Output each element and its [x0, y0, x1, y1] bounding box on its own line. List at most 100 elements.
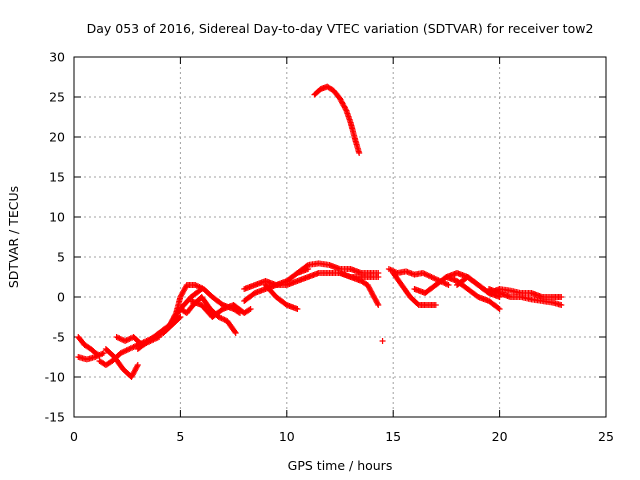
data-points [75, 83, 565, 380]
data-point [92, 350, 107, 360]
x-tick-label: 20 [492, 429, 508, 444]
data-point [198, 302, 215, 319]
data-point [368, 290, 382, 308]
series-arc-17 [390, 270, 439, 308]
grid [74, 57, 606, 417]
series-arc-7 [166, 282, 243, 328]
data-point [517, 294, 533, 303]
data-point [324, 83, 336, 93]
data-point [420, 270, 434, 280]
data-point [364, 282, 375, 295]
data-point [224, 318, 239, 336]
y-axis-label: SDTVAR / TECUs [6, 186, 21, 288]
data-point [390, 270, 404, 287]
data-point [75, 334, 87, 347]
data-point [464, 274, 481, 288]
series-arc-15 [311, 83, 363, 156]
data-point [88, 346, 98, 355]
x-tick-label: 10 [279, 429, 295, 444]
data-point [486, 290, 503, 300]
series-arc-10 [241, 270, 382, 304]
data-point [358, 278, 370, 288]
x-tick-label: 25 [598, 429, 614, 444]
data-point [145, 330, 161, 344]
series-arc-2 [75, 350, 107, 363]
series-outlier [379, 338, 386, 344]
data-point [209, 294, 225, 308]
y-axis-ticks: -15 -10 -5 0 5 10 15 20 25 30 [45, 50, 606, 425]
data-point [173, 295, 183, 316]
y-tick-label: -5 [53, 330, 65, 345]
data-point [230, 306, 243, 316]
data-point [351, 135, 363, 156]
data-point [126, 342, 140, 352]
y-tick-label: 5 [57, 250, 65, 265]
series-arc-13 [262, 282, 301, 312]
data-point [486, 298, 503, 312]
y-tick-label: 15 [49, 170, 65, 185]
data-point [117, 346, 131, 356]
data-point [330, 87, 343, 101]
data-point [422, 282, 438, 296]
data-point [134, 338, 151, 352]
data-point [315, 260, 331, 268]
data-point [398, 282, 413, 299]
series-arc-20 [454, 274, 503, 300]
y-tick-label: -10 [45, 370, 65, 385]
series-arc-18 [411, 270, 565, 300]
data-point [549, 294, 565, 300]
data-point [111, 354, 126, 371]
data-point [215, 314, 229, 324]
series-arc-4 [102, 346, 141, 380]
y-tick-label: 10 [49, 210, 65, 225]
series-arc-12 [294, 260, 382, 276]
data-point [294, 262, 310, 276]
data-point [347, 119, 358, 141]
data-point [549, 299, 565, 308]
x-axis-label: GPS time / hours [288, 458, 393, 473]
data-point [128, 362, 141, 380]
data-point [273, 294, 289, 308]
data-point [539, 298, 555, 306]
data-point [368, 270, 382, 276]
data-point [192, 282, 206, 292]
chart-title: Day 053 of 2016, Sidereal Day-to-day VTE… [87, 21, 594, 36]
data-point [464, 286, 481, 300]
data-point [343, 107, 354, 125]
data-point [283, 270, 300, 284]
series-arc-9 [188, 298, 254, 320]
data-point [475, 282, 491, 296]
y-tick-label: 30 [49, 50, 65, 65]
data-point [311, 86, 323, 98]
data-point [241, 306, 254, 316]
data-point [337, 95, 349, 113]
data-point [262, 282, 279, 299]
data-point [209, 306, 225, 320]
data-point [198, 294, 213, 311]
data-point [156, 322, 172, 336]
series-arc-21 [486, 286, 565, 308]
series-arc-11 [241, 266, 312, 292]
x-axis-ticks: 0 5 10 15 20 25 [70, 57, 614, 444]
x-tick-label: 15 [385, 429, 401, 444]
data-point [241, 290, 257, 304]
y-tick-label: 0 [57, 290, 65, 305]
data-point [183, 303, 196, 316]
x-tick-label: 5 [176, 429, 184, 444]
data-point [407, 294, 421, 307]
data-point [177, 283, 190, 300]
data-point [102, 358, 114, 368]
series-arc-6 [134, 286, 205, 352]
series-arc-14 [337, 270, 382, 308]
data-point [200, 286, 215, 299]
y-tick-label: 25 [49, 90, 65, 105]
data-point [379, 338, 386, 344]
data-point [81, 342, 93, 352]
data-point [102, 346, 117, 359]
y-tick-label: 20 [49, 130, 65, 145]
data-point [166, 311, 179, 328]
data-point [368, 274, 382, 280]
plot-frame [73, 56, 607, 418]
x-tick-label: 0 [70, 429, 78, 444]
